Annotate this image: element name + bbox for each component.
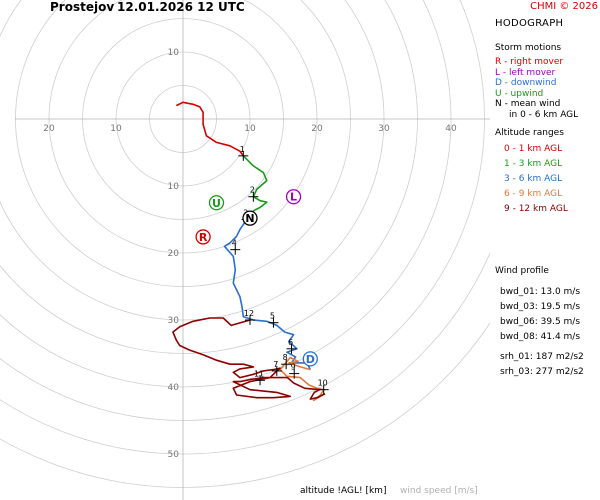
storm-marker-circle	[302, 351, 318, 367]
height-marker-2: 2	[248, 186, 259, 202]
height-marker-1: 1	[238, 145, 249, 161]
y-tick-label: 20	[168, 249, 180, 259]
altitude-footer-label: altitude !AGL! [km]	[300, 486, 387, 496]
height-marker-7: 7	[271, 360, 282, 376]
storm-letter: U	[212, 197, 221, 210]
legend-downwind: D - downwind	[495, 78, 557, 88]
storm-letter: N	[245, 212, 254, 225]
axes	[15, 0, 490, 500]
storm-marker-circle	[242, 210, 258, 226]
ring-40	[0, 0, 452, 388]
trace-segment-0	[175, 101, 244, 157]
x-tick-label: 40	[445, 124, 457, 134]
height-label: 9	[291, 363, 296, 372]
altitude-ranges-title: Altitude ranges	[495, 128, 564, 138]
height-label: 7	[273, 360, 278, 369]
legend-alt-6-9: 6 - 9 km AGL	[504, 189, 563, 199]
storm-letter: R	[199, 231, 208, 244]
srh-01: srh_01: 187 m2/s2	[500, 352, 584, 362]
legend-alt-1-3: 1 - 3 km AGL	[504, 159, 563, 169]
storm-letter: L	[290, 191, 297, 204]
y-tick-label: 50	[168, 450, 180, 460]
storm-marker-U: U	[208, 195, 225, 211]
height-marker-6: 6	[286, 338, 297, 354]
legend-mean-wind-note: in 0 - 6 km AGL	[509, 109, 579, 120]
legend-alt-0-1: 0 - 1 km AGL	[504, 144, 563, 154]
legend-upwind: U - upwind	[495, 88, 544, 99]
copyright: CHMI © 2026	[530, 1, 598, 12]
legend-alt-3-6: 3 - 6 km AGL	[504, 174, 563, 184]
height-label: 5	[270, 312, 275, 321]
storm-marker-circle	[195, 229, 211, 245]
height-label: 4	[232, 239, 237, 248]
legend-left-mover: L - left mover	[495, 67, 556, 78]
height-marker-8: 8	[281, 353, 292, 370]
wind-profile-title: Wind profile	[495, 266, 549, 276]
panel-title: HODOGRAPH	[495, 18, 564, 29]
height-marker-12: 12	[244, 309, 255, 325]
height-label: 11	[254, 369, 264, 378]
height-label: 2	[250, 186, 255, 195]
legend-alt-9-12: 9 - 12 km AGL	[504, 204, 568, 214]
storm-marker-R: R	[195, 229, 211, 245]
x-tick-label: 20	[311, 124, 323, 134]
x-tick-label: 10	[110, 124, 122, 134]
y-tick-label: 40	[168, 383, 180, 393]
station-name: Prostejov	[50, 0, 115, 14]
height-label: 6	[288, 338, 293, 347]
height-marker-5: 5	[268, 312, 279, 328]
storm-motions-title: Storm motions	[495, 43, 562, 53]
height-label: 1	[240, 145, 245, 154]
height-marker-10: 10	[318, 379, 329, 395]
height-label: 12	[244, 309, 254, 318]
datetime: 12.01.2026 12 UTC	[117, 0, 245, 14]
height-label: 8	[283, 353, 288, 362]
legend-right-mover: R - right mover	[495, 57, 564, 67]
height-markers: 123451267891011	[230, 145, 329, 395]
bwd-06: bwd_06: 39.5 m/s	[500, 317, 581, 327]
height-marker-4: 4	[230, 239, 241, 255]
height-marker-9: 9	[289, 363, 300, 379]
bwd-03: bwd_03: 19.5 m/s	[500, 302, 581, 312]
storm-letter: D	[306, 353, 315, 366]
storm-marker-circle	[285, 189, 302, 205]
storm-marker-N: N	[242, 210, 258, 226]
x-tick-label: 10	[244, 124, 256, 134]
bwd-01: bwd_01: 13.0 m/s	[500, 287, 581, 297]
ring-50	[0, 251, 490, 455]
wind-speed-footer-label: wind speed [m/s]	[400, 486, 478, 496]
bwd-08: bwd_08: 41.4 m/s	[500, 332, 581, 342]
x-tick-label: 30	[378, 124, 390, 134]
storm-marker-D: D	[302, 351, 318, 367]
srh-03: srh_03: 277 m2/s2	[500, 367, 584, 377]
y-tick-label: 30	[168, 316, 180, 326]
storm-motion-markers: U L N R D	[195, 189, 318, 367]
trace-segment-3	[279, 356, 326, 402]
height-marker-11: 11	[254, 369, 266, 386]
axis-tick-labels: 20 10 10 20 30 40 10 10 20 30 40 50	[43, 48, 457, 460]
ring-35	[0, 0, 418, 354]
y-tick-label: 10	[168, 48, 180, 58]
x-tick-label: 20	[43, 124, 55, 134]
storm-marker-L: L	[285, 189, 302, 205]
speed-rings	[0, 0, 490, 488]
legend-panel: HODOGRAPH Storm motions R - right mover …	[495, 18, 600, 217]
wind-traces	[172, 101, 326, 402]
altitude-ranges-list: 0 - 1 km AGL 1 - 3 km AGL 3 - 6 km AGL 6…	[495, 142, 600, 217]
ring-30	[0, 0, 385, 321]
legend-mean-wind: N - mean wind	[495, 99, 561, 109]
storm-marker-circle	[208, 195, 225, 211]
height-label: 10	[318, 379, 328, 388]
y-tick-label: 10	[168, 182, 180, 192]
